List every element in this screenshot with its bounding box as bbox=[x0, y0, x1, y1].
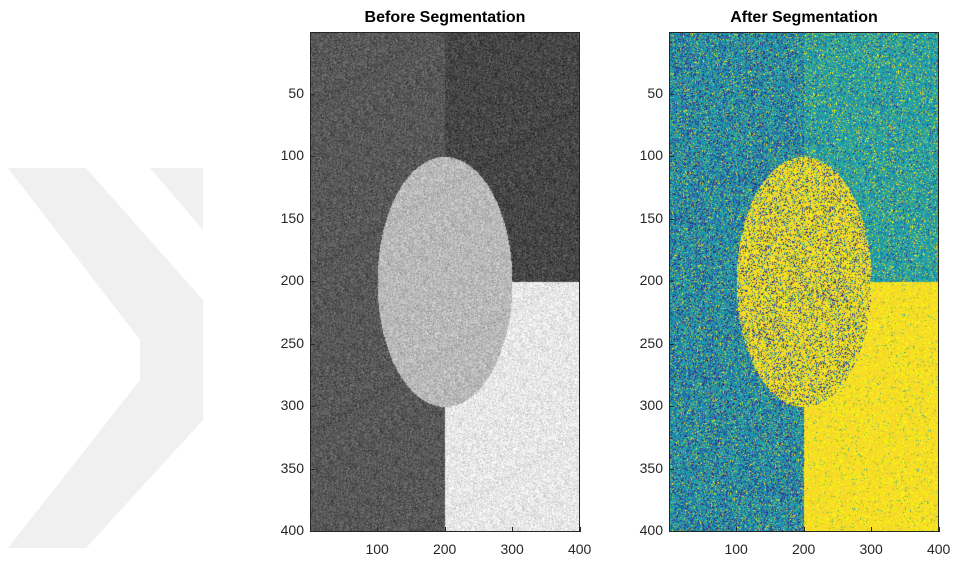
right-x-tick bbox=[938, 527, 940, 532]
left-x-tick-label: 400 bbox=[567, 541, 592, 557]
left-y-tick bbox=[310, 281, 315, 283]
left-x-tick-label: 200 bbox=[432, 541, 457, 557]
right-y-tick bbox=[669, 406, 674, 408]
left-y-tick bbox=[310, 406, 315, 408]
left-panel-title: Before Segmentation bbox=[364, 9, 526, 26]
left-x-tick-label: 300 bbox=[500, 541, 524, 557]
right-y-tick bbox=[669, 156, 674, 158]
left-y-tick bbox=[310, 156, 315, 158]
right-x-tick-label: 300 bbox=[859, 541, 883, 557]
left-y-tick-label: 300 bbox=[280, 397, 304, 414]
right-x-tick-label: 200 bbox=[791, 541, 816, 557]
right-y-tick-label: 100 bbox=[639, 147, 663, 164]
left-y-tick bbox=[310, 93, 315, 95]
left-y-tick bbox=[310, 531, 315, 533]
right-y-tick bbox=[669, 93, 674, 95]
left-y-tick-label: 150 bbox=[280, 209, 304, 226]
right-panel-title: After Segmentation bbox=[730, 9, 878, 26]
left-y-tick-label: 200 bbox=[280, 272, 304, 289]
right-y-tick-label: 350 bbox=[639, 459, 663, 476]
left-y-tick-label: 50 bbox=[288, 84, 304, 101]
right-y-tick-label: 150 bbox=[639, 209, 663, 226]
right-x-tick-label: 100 bbox=[724, 541, 748, 557]
right-y-tick-label: 200 bbox=[639, 272, 663, 289]
right-y-tick bbox=[669, 468, 674, 470]
left-y-tick bbox=[310, 468, 315, 470]
left-y-tick-label: 350 bbox=[280, 459, 304, 476]
left-x-tick-label: 100 bbox=[365, 541, 389, 557]
left-y-tick-label: 100 bbox=[280, 147, 304, 164]
left-x-tick bbox=[579, 527, 581, 532]
right-y-tick-label: 300 bbox=[639, 397, 663, 414]
right-y-tick bbox=[669, 281, 674, 283]
right-x-tick bbox=[803, 527, 805, 532]
right-y-tick-label: 250 bbox=[639, 334, 663, 351]
left-y-tick bbox=[310, 343, 315, 345]
right-y-tick bbox=[669, 218, 674, 220]
left-y-tick-label: 400 bbox=[280, 522, 304, 539]
left-y-tick bbox=[310, 218, 315, 220]
right-y-tick bbox=[669, 531, 674, 533]
before-segmentation-image bbox=[310, 32, 580, 532]
right-y-tick-label: 400 bbox=[639, 522, 663, 539]
right-x-tick bbox=[871, 527, 873, 532]
left-x-tick bbox=[512, 527, 514, 532]
right-y-tick-label: 50 bbox=[647, 84, 663, 101]
right-y-tick bbox=[669, 343, 674, 345]
right-x-tick bbox=[736, 527, 738, 532]
left-x-tick bbox=[377, 527, 379, 532]
left-y-tick-label: 250 bbox=[280, 334, 304, 351]
left-x-tick bbox=[444, 527, 446, 532]
after-segmentation-image bbox=[669, 32, 939, 532]
right-x-tick-label: 400 bbox=[926, 541, 951, 557]
watermark-chevron-graphic bbox=[8, 168, 203, 548]
